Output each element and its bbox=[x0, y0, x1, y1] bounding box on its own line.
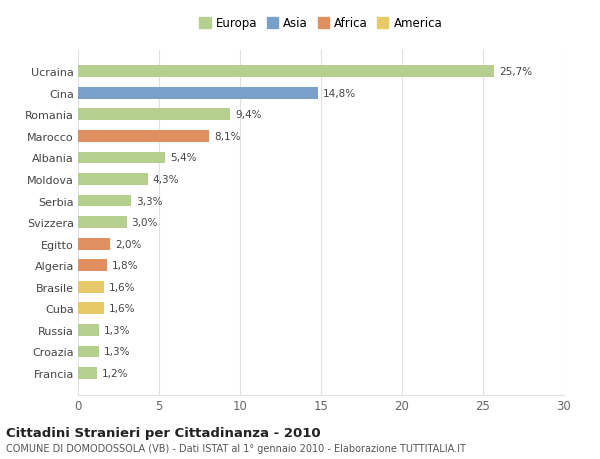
Bar bbox=[78, 324, 99, 336]
Bar bbox=[78, 346, 99, 358]
Text: 1,2%: 1,2% bbox=[102, 368, 129, 378]
Text: 9,4%: 9,4% bbox=[235, 110, 262, 120]
Bar bbox=[78, 260, 107, 272]
Text: 1,3%: 1,3% bbox=[104, 325, 130, 335]
Bar bbox=[78, 217, 127, 229]
Text: 4,3%: 4,3% bbox=[152, 174, 179, 185]
Text: 1,3%: 1,3% bbox=[104, 347, 130, 357]
Bar bbox=[78, 66, 494, 78]
Text: 2,0%: 2,0% bbox=[115, 239, 142, 249]
Bar bbox=[78, 109, 230, 121]
Bar bbox=[78, 88, 318, 100]
Bar bbox=[78, 152, 166, 164]
Bar bbox=[78, 367, 97, 379]
Text: Cittadini Stranieri per Cittadinanza - 2010: Cittadini Stranieri per Cittadinanza - 2… bbox=[6, 426, 320, 439]
Text: 3,3%: 3,3% bbox=[136, 196, 163, 206]
Bar bbox=[78, 238, 110, 250]
Text: 1,8%: 1,8% bbox=[112, 261, 139, 271]
Text: 25,7%: 25,7% bbox=[499, 67, 532, 77]
Text: 14,8%: 14,8% bbox=[323, 89, 356, 99]
Text: 8,1%: 8,1% bbox=[214, 132, 241, 141]
Text: COMUNE DI DOMODOSSOLA (VB) - Dati ISTAT al 1° gennaio 2010 - Elaborazione TUTTIT: COMUNE DI DOMODOSSOLA (VB) - Dati ISTAT … bbox=[6, 443, 466, 453]
Text: 5,4%: 5,4% bbox=[170, 153, 197, 163]
Legend: Europa, Asia, Africa, America: Europa, Asia, Africa, America bbox=[197, 15, 445, 33]
Text: 1,6%: 1,6% bbox=[109, 304, 135, 313]
Bar bbox=[78, 303, 104, 314]
Bar bbox=[78, 195, 131, 207]
Text: 1,6%: 1,6% bbox=[109, 282, 135, 292]
Text: 3,0%: 3,0% bbox=[131, 218, 158, 228]
Bar bbox=[78, 131, 209, 142]
Bar bbox=[78, 281, 104, 293]
Bar bbox=[78, 174, 148, 185]
